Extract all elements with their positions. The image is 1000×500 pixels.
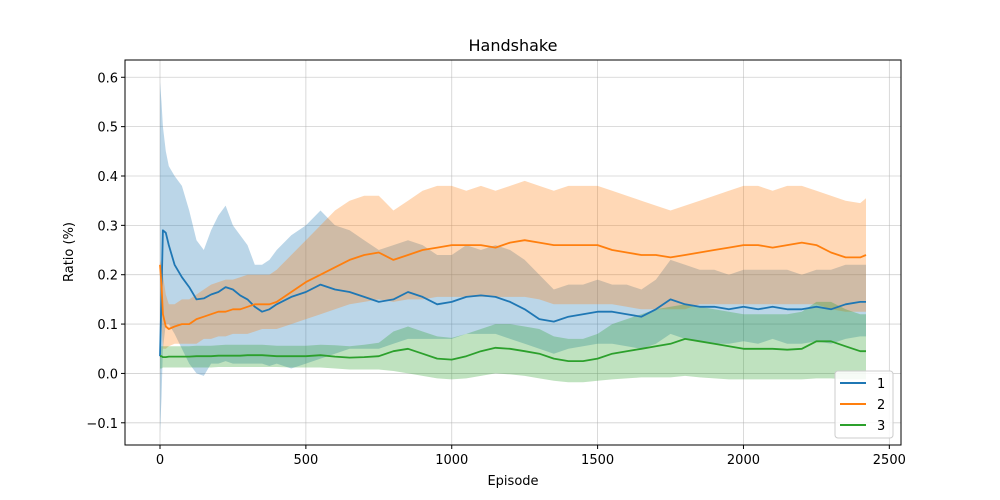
y-tick-label: 0.6 bbox=[97, 71, 118, 86]
y-axis: −0.1 0.0 0.1 0.2 0.3 0.4 0.5 0.6 bbox=[86, 71, 125, 432]
y-axis-label: Ratio (%) bbox=[62, 222, 77, 282]
legend-label-1: 1 bbox=[877, 377, 885, 392]
series-2-line bbox=[159, 239, 867, 330]
x-tick-label: 1000 bbox=[435, 453, 468, 468]
series-1-line bbox=[159, 229, 866, 357]
x-axis: 0 500 1000 1500 2000 2500 bbox=[156, 445, 906, 468]
legend: 1 2 3 bbox=[834, 370, 894, 439]
confidence-bands bbox=[160, 82, 866, 433]
chart-title: Handshake bbox=[469, 36, 558, 55]
x-tick-label: 500 bbox=[293, 453, 318, 468]
x-tick-label: 2000 bbox=[727, 453, 760, 468]
y-tick-label: 0.2 bbox=[97, 269, 118, 284]
x-axis-label: Episode bbox=[487, 474, 538, 489]
x-tick-label: 1500 bbox=[581, 453, 614, 468]
series-2-band bbox=[160, 180, 866, 349]
y-tick-label: 0.0 bbox=[97, 367, 118, 382]
legend-label-2: 2 bbox=[877, 398, 885, 413]
x-tick-label: 0 bbox=[156, 453, 164, 468]
y-tick-label: 0.4 bbox=[97, 170, 118, 185]
series-3-line bbox=[160, 337, 866, 363]
y-tick-label: 0.1 bbox=[97, 318, 118, 333]
legend-label-3: 3 bbox=[877, 419, 885, 434]
y-tick-label: 0.5 bbox=[97, 121, 118, 136]
series-3-band bbox=[160, 301, 866, 383]
plot-area bbox=[159, 82, 867, 433]
y-tick-label: −0.1 bbox=[86, 417, 118, 432]
x-tick-label: 2500 bbox=[873, 453, 906, 468]
axes-frame bbox=[124, 59, 902, 446]
y-tick-label: 0.3 bbox=[97, 219, 118, 234]
series-1-band bbox=[160, 82, 866, 433]
grid bbox=[125, 60, 901, 445]
series-lines bbox=[159, 229, 867, 363]
